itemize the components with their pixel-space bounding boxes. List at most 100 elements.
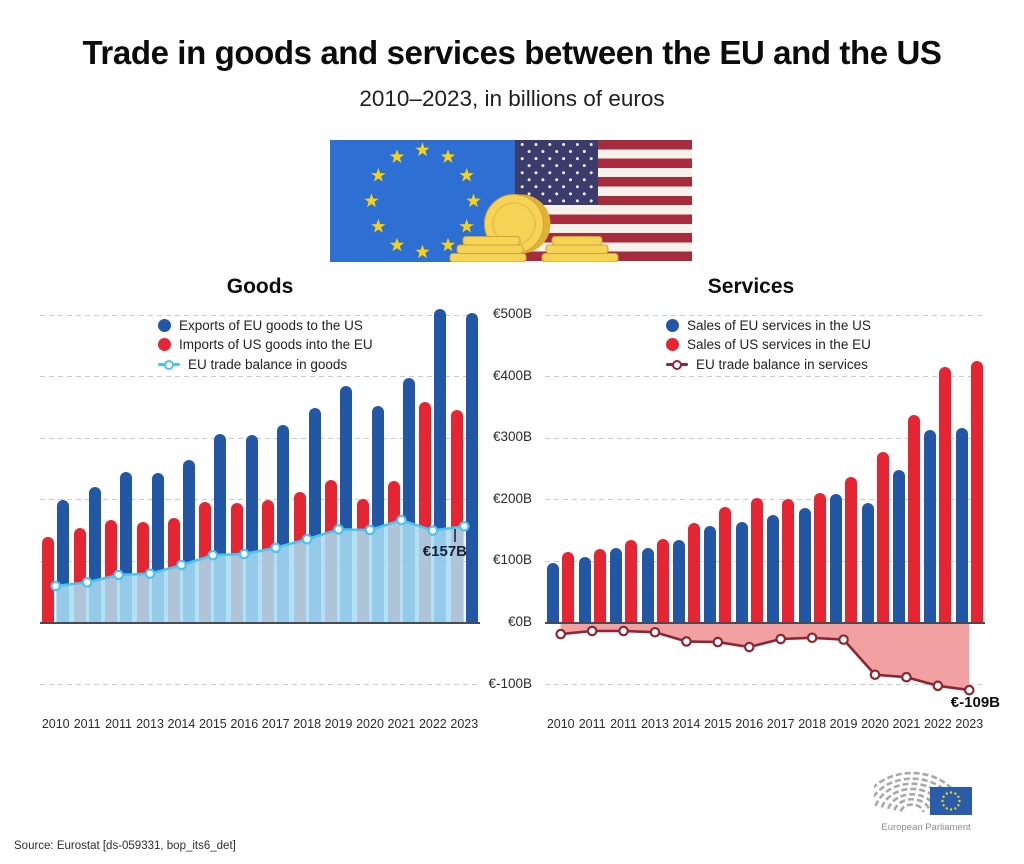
balance-point [458,520,470,532]
balance-point [427,525,439,536]
x-axis-label: 2015 [198,717,227,731]
x-axis-label: 2013 [641,717,669,731]
bar-us-sales-2018 [813,493,826,623]
goods-legend: Exports of EU goods to the US Imports of… [158,317,373,373]
bar-us-sales-2017 [782,499,795,623]
eu-star [466,193,481,208]
balance-point [743,641,755,653]
balance-point [649,626,661,638]
legend-item: Sales of US services in the EU [666,337,871,354]
legend-label: Exports of EU goods to the US [179,317,363,333]
x-axis-label: 2014 [672,717,701,731]
bar-eu-sales-2022 [924,429,937,623]
balance-point [113,569,124,581]
x-axis-label: 2023 [450,717,479,731]
balance-point [333,524,344,535]
x-axis-label: 2010 [41,717,70,731]
balance-point [555,628,567,640]
legend-label: Imports of US goods into the EU [179,337,373,353]
balance-point [176,559,187,571]
balance-point [618,625,629,637]
gridline [40,684,480,686]
legend-item: EU trade balance in goods [158,356,373,373]
legend-item: Exports of EU goods to the US [158,317,373,334]
balance-point [963,684,975,696]
eu-star [440,237,456,252]
gridline [40,376,480,378]
balance-point [396,514,407,526]
bar-us-sales-2023 [970,360,983,623]
x-axis-label: 2013 [136,717,164,731]
x-axis-label: 2018 [293,717,322,731]
x-axis-label: 2016 [735,717,764,731]
balance-point [81,577,93,588]
balance-area [560,623,970,691]
x-axis-label: 2011 [578,717,606,731]
bar-us-sales-2019 [845,477,858,623]
x-axis-label: 2017 [766,717,795,731]
gridline [545,499,985,501]
eu-stars-circle [364,142,481,259]
x-axis-label: 2016 [230,717,259,731]
balance-point [586,625,598,637]
bar-us-sales-2020 [876,451,889,623]
y-axis-label: €200B [492,490,532,506]
y-axis-label: €500B [492,306,532,321]
bar-eu-sales-2020 [861,503,874,623]
x-axis-label: 2014 [167,717,196,731]
goods-chart-plot: 2010 2011 2011 2013 2014 2015 2016 2017 2018 2019… [40,300,480,731]
legend-label: EU trade balance in services [696,356,868,372]
balance-point [50,580,62,592]
bar-eu-sales-2023 [955,427,968,623]
eu-star [389,149,405,163]
bar-exports-2023 [465,313,478,623]
legend-item: Sales of EU services in the US [666,317,871,334]
x-axis-label: 2022 [418,717,447,731]
eu-star [371,167,386,182]
hemicycle-icon [861,771,972,815]
bar-eu-sales-2018 [798,507,811,623]
zero-baseline [545,622,985,624]
eu-star [371,218,386,233]
annotation-pointer [454,529,456,542]
euro-coins-illustration [449,194,619,262]
x-axis-label: 2022 [923,717,952,731]
gridline [545,684,985,686]
x-axis-label: 2017 [261,717,290,731]
bar-imports-2010 [42,536,55,623]
legend-label: EU trade balance in goods [188,356,348,372]
balance-point [681,636,692,647]
x-axis-label: 2021 [892,717,921,731]
balance-line-swatch [666,358,688,371]
gridline [40,314,480,316]
bar-eu-sales-2017 [767,515,780,623]
balance-point [207,549,219,561]
y-axis-label: €100B [492,552,532,568]
balance-point [806,632,818,644]
services-chart-title: Services [707,275,795,298]
services-chart-plot: 2010 2011 2011 2013 2014 2015 2016 2017 2018 2019… [545,300,1000,731]
bar-eu-sales-2011 [578,557,591,623]
balance-area [55,520,465,623]
bar-us-sales-2011 [625,539,638,623]
balance-point [144,568,156,580]
bar-us-sales-2016 [750,497,763,623]
x-axis-label: 2020 [861,717,889,731]
gridline [545,376,985,378]
bar-eu-sales-2015 [704,525,717,623]
eu-star [364,193,379,208]
x-axis-label: 2019 [829,717,858,731]
logo-caption: European Parliament [881,822,971,833]
bar-eu-sales-2014 [672,540,685,623]
eu-star [415,244,430,259]
bar-us-sales-2021 [907,415,920,623]
balance-annotation: €157B [422,543,467,560]
x-axis-label: 2010 [546,717,575,731]
x-axis-label: 2023 [955,717,984,731]
european-parliament-logo: European Parliament [861,762,978,838]
bar-us-sales-2010 [562,551,575,623]
services-legend: Sales of EU services in the US Sales of … [666,317,871,373]
balance-point [869,669,881,681]
eu-star [459,167,474,182]
legend-label: Sales of EU services in the US [687,317,871,333]
